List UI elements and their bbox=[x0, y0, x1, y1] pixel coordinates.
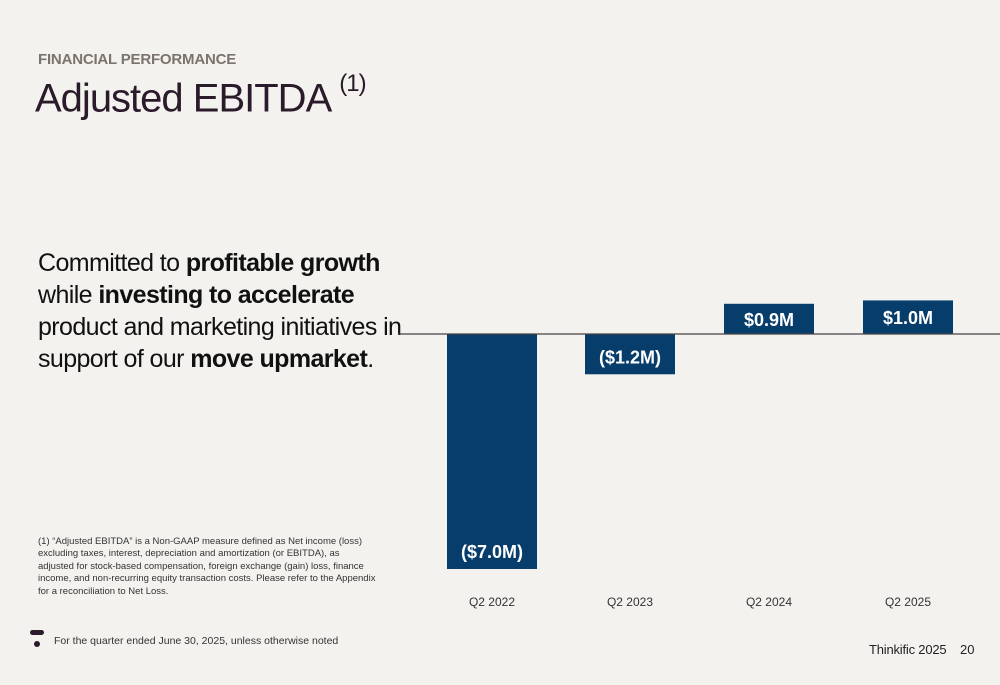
headline-part-3: product and marketing initiatives in sup… bbox=[38, 313, 402, 373]
section-eyebrow: FINANCIAL PERFORMANCE bbox=[38, 51, 237, 68]
bar-q2-2024 bbox=[724, 303, 814, 334]
data-label: ($1.2M) bbox=[599, 347, 661, 367]
bar-q2-2022 bbox=[447, 334, 537, 569]
headline-part-1: Committed to bbox=[38, 249, 186, 277]
title-footnote-marker: (1) bbox=[339, 70, 366, 97]
headline-part-2: while bbox=[38, 281, 99, 309]
title-text: Adjusted EBITDA bbox=[35, 76, 332, 121]
category-label: Q2 2025 bbox=[885, 595, 931, 609]
headline-statement: Committed to profitable growth while inv… bbox=[38, 247, 418, 375]
page-number: 20 bbox=[960, 642, 975, 657]
brand-name: Thinkific 2025 bbox=[869, 642, 947, 657]
bar-q2-2023 bbox=[585, 334, 675, 375]
data-label: $1.0M bbox=[883, 308, 933, 328]
headline-part-4: . bbox=[367, 345, 374, 373]
page-title: Adjusted EBITDA (1) bbox=[35, 70, 367, 121]
bars-group bbox=[447, 300, 953, 569]
category-label: Q2 2024 bbox=[746, 595, 792, 609]
footnote: (1) “Adjusted EBITDA” is a Non-GAAP meas… bbox=[38, 536, 376, 597]
bar-q2-2025 bbox=[863, 300, 953, 334]
headline-bold-3: move upmarket bbox=[190, 345, 368, 373]
thinkific-logo-icon bbox=[30, 630, 44, 647]
data-label: $0.9M bbox=[744, 310, 794, 330]
bottom-note: For the quarter ended June 30, 2025, unl… bbox=[54, 635, 339, 647]
headline-bold-1: profitable growth bbox=[185, 249, 381, 277]
headline-bold-2: investing to accelerate bbox=[98, 281, 355, 309]
category-label: Q2 2023 bbox=[607, 595, 653, 609]
category-label: Q2 2022 bbox=[469, 595, 515, 609]
data-label: ($7.0M) bbox=[461, 542, 523, 562]
